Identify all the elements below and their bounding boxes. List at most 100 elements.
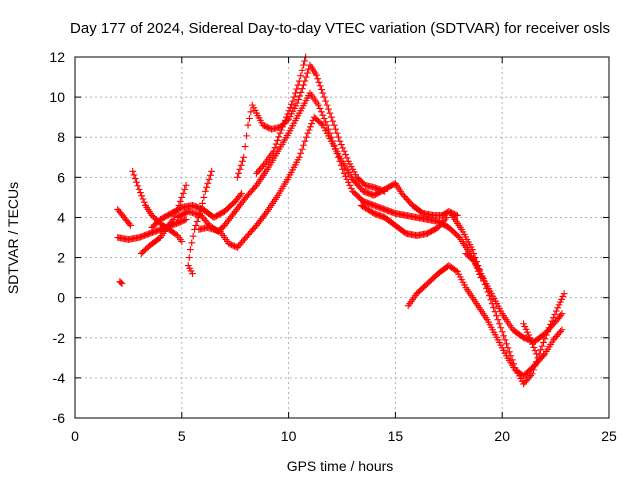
data-point [186,246,194,253]
data-point [200,215,208,223]
data-point [554,331,562,339]
data-point [253,169,260,177]
data-point [472,261,480,269]
data-point [179,217,187,225]
data-point [498,328,506,336]
data-point [238,239,246,246]
data-point [258,163,266,171]
data-point [303,133,310,141]
data-point [259,121,267,129]
axis-ticks: 0 5 10 15 20 25 -6 -4 -2 0 2 4 6 8 10 12 [49,49,617,444]
data-point [335,133,342,141]
data-point [329,117,337,125]
data-point [240,153,248,161]
data-point [314,75,322,83]
data-point [260,122,268,130]
data-point [238,189,246,197]
data-point [320,93,328,101]
data-point [189,232,197,240]
data-point [265,124,273,132]
x-tick-label: 5 [178,428,186,444]
data-point [290,93,298,101]
y-tick-label: -6 [53,410,66,426]
data-point [182,181,190,189]
data-point [316,105,324,112]
data-point [508,356,516,364]
data-point [280,120,288,127]
data-point [550,314,557,322]
data-point [545,324,553,332]
data-point [316,82,324,90]
data-point [438,219,446,226]
data-point [199,213,206,221]
data-point [542,331,550,339]
y-tick-label: 4 [57,209,65,225]
data-point [197,212,205,219]
x-tick-label: 20 [494,428,510,444]
data-point [125,220,133,228]
data-point [541,335,549,343]
data-point [534,354,542,362]
series-arc-16 [520,320,540,358]
data-point [436,222,443,230]
data-point [532,350,540,358]
data-point [469,256,477,264]
data-point [295,153,303,161]
data-point [262,123,270,130]
data-point [443,214,451,221]
data-point [557,311,565,319]
data-point [326,109,334,117]
data-point [525,373,533,381]
data-point [276,129,284,137]
data-point [340,147,348,155]
data-point [297,149,305,157]
plot-frame [74,56,610,419]
data-point [551,310,559,318]
data-point [345,178,352,186]
data-point [271,144,279,152]
data-points [114,53,568,388]
data-point [229,242,237,249]
data-point [233,244,241,251]
x-axis-label: GPS time / hours [287,458,394,474]
data-point [531,362,539,370]
data-point [233,173,241,181]
data-point [318,86,325,93]
data-point [296,92,304,100]
data-point [540,351,547,359]
data-point [327,113,335,121]
y-tick-label: 2 [57,250,65,266]
data-point [178,238,186,245]
data-point [483,284,490,292]
data-point [188,239,196,247]
data-point [550,336,557,344]
data-point [322,97,330,105]
data-point [181,216,189,224]
data-point [207,171,214,179]
data-point [339,165,347,173]
data-point [247,108,255,116]
data-point [140,198,148,206]
data-point [346,181,354,189]
data-point [312,71,320,79]
data-point [530,366,537,374]
data-point [305,126,313,134]
data-point [277,126,285,134]
data-point [325,105,332,113]
data-point [281,116,289,124]
y-tick-label: 10 [49,89,65,105]
data-point [381,187,389,195]
data-point [226,240,234,248]
data-point [471,258,478,265]
data-point [284,110,292,118]
data-point [201,187,209,195]
data-point [497,324,505,332]
grid [75,57,609,418]
data-point [325,125,332,133]
data-point [494,316,502,324]
data-point [235,169,243,177]
data-point [127,222,134,229]
data-point [225,240,233,247]
series-arc-14 [447,210,568,388]
data-point [118,280,126,288]
